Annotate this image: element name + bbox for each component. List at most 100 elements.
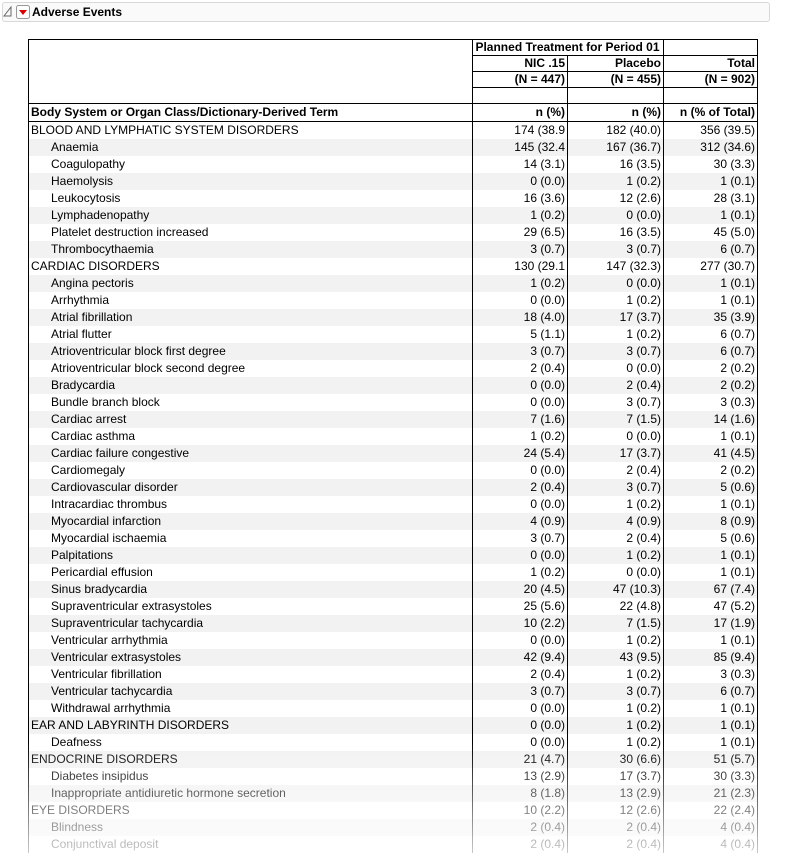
value-cell: 6 (0.7) (720, 684, 755, 698)
category-label: CARDIAC DISORDERS (31, 259, 160, 273)
value-cell: 0 (0.0) (626, 565, 661, 579)
row-shade (28, 683, 757, 700)
value-cell: 13 (2.9) (619, 786, 661, 800)
value-cell: 42 (9.4) (523, 650, 565, 664)
value-cell: 17 (3.7) (619, 446, 661, 460)
value-cell: 4 (0.9) (626, 514, 661, 528)
border (757, 39, 758, 853)
value-cell: 1 (0.1) (720, 293, 755, 307)
term-label: Diabetes insipidus (51, 769, 149, 783)
row-shade (28, 275, 757, 292)
category-label: ENDOCRINE DISORDERS (31, 752, 178, 766)
value-cell: 41 (4.5) (713, 446, 755, 460)
value-cell: 5 (1.1) (530, 327, 565, 341)
term-label: Ventricular arrhythmia (51, 633, 168, 647)
value-cell: 3 (0.7) (626, 480, 661, 494)
report-title: Adverse Events (32, 5, 123, 19)
stat-header: n (%) (631, 105, 661, 119)
column-header: Placebo (614, 56, 661, 70)
term-label: Cardiac failure congestive (51, 446, 190, 460)
term-label: Withdrawal arrhythmia (51, 701, 171, 715)
value-cell: 30 (3.3) (713, 769, 755, 783)
value-cell: 1 (0.1) (720, 735, 755, 749)
value-cell: 47 (10.3) (612, 582, 661, 596)
value-cell: 2 (0.4) (626, 463, 661, 477)
value-cell: 17 (1.9) (713, 616, 755, 630)
value-cell: 130 (29.1 (514, 259, 565, 273)
term-label: Deafness (51, 735, 102, 749)
term-label: Ventricular fibrillation (51, 667, 162, 681)
column-count: (N = 902) (704, 72, 755, 86)
term-label: Ventricular tachycardia (51, 684, 173, 698)
row-shade (28, 411, 757, 428)
value-cell: 6 (0.7) (720, 242, 755, 256)
value-cell: 2 (0.2) (720, 361, 755, 375)
term-label: Ventricular extrasystoles (51, 650, 182, 664)
value-cell: 1 (0.2) (626, 718, 661, 732)
value-cell: 21 (2.3) (713, 786, 755, 800)
term-label: Leukocytosis (51, 191, 121, 205)
disclosure-icon[interactable] (3, 6, 13, 18)
term-label: Myocardial infarction (51, 514, 162, 528)
value-cell: 174 (38.9 (514, 123, 565, 137)
border (472, 55, 757, 56)
red-triangle-menu[interactable] (16, 5, 30, 19)
value-cell: 18 (4.0) (523, 310, 565, 324)
value-cell: 2 (0.4) (626, 378, 661, 392)
term-label: Cardiac asthma (51, 429, 136, 443)
value-cell: 51 (5.7) (713, 752, 755, 766)
value-cell: 21 (4.7) (523, 752, 565, 766)
value-cell: 4 (0.4) (720, 837, 755, 851)
term-label: Palpitations (51, 548, 114, 562)
value-cell: 3 (0.7) (530, 531, 565, 545)
value-cell: 6 (0.7) (720, 327, 755, 341)
row-shade (28, 581, 757, 598)
value-cell: 12 (2.6) (619, 191, 661, 205)
border (28, 103, 758, 104)
value-cell: 16 (3.5) (619, 225, 661, 239)
stat-header: n (% of Total) (679, 105, 755, 119)
value-cell: 0 (0.0) (530, 497, 565, 511)
term-label: Pericardial effusion (51, 565, 153, 579)
category-label: BLOOD AND LYMPHATIC SYSTEM DISORDERS (31, 123, 299, 137)
value-cell: 1 (0.1) (720, 701, 755, 715)
value-cell: 3 (0.7) (626, 242, 661, 256)
value-cell: 1 (0.2) (530, 208, 565, 222)
value-cell: 0 (0.0) (626, 276, 661, 290)
value-cell: 14 (3.1) (523, 157, 565, 171)
value-cell: 147 (32.3) (606, 259, 661, 273)
term-label: Atrioventricular block first degree (51, 344, 226, 358)
term-label: Platelet destruction increased (51, 225, 209, 239)
column-header: NIC .15 (524, 56, 565, 70)
value-cell: 30 (6.6) (619, 752, 661, 766)
term-label: Conjunctival deposit (51, 837, 159, 851)
value-cell: 14 (1.6) (713, 412, 755, 426)
row-shade (28, 615, 757, 632)
term-label: Anaemia (51, 140, 99, 154)
row-shade (28, 717, 757, 734)
value-cell: 1 (0.1) (720, 718, 755, 732)
border (663, 39, 664, 853)
row-shade (28, 343, 757, 360)
column-count: (N = 455) (610, 72, 661, 86)
row-shade (28, 309, 757, 326)
value-cell: 0 (0.0) (530, 378, 565, 392)
row-shade (28, 479, 757, 496)
row-header: Body System or Organ Class/Dictionary-De… (31, 105, 339, 119)
value-cell: 182 (40.0) (606, 123, 661, 137)
value-cell: 1 (0.2) (626, 174, 661, 188)
value-cell: 1 (0.2) (626, 548, 661, 562)
term-label: Cardiomegaly (51, 463, 126, 477)
value-cell: 4 (0.9) (530, 514, 565, 528)
term-label: Sinus bradycardia (51, 582, 148, 596)
value-cell: 2 (0.2) (720, 463, 755, 477)
value-cell: 1 (0.2) (530, 276, 565, 290)
value-cell: 17 (3.7) (619, 310, 661, 324)
value-cell: 0 (0.0) (626, 208, 661, 222)
value-cell: 25 (5.6) (523, 599, 565, 613)
value-cell: 1 (0.2) (530, 565, 565, 579)
value-cell: 22 (4.8) (619, 599, 661, 613)
value-cell: 5 (0.6) (720, 531, 755, 545)
value-cell: 67 (7.4) (713, 582, 755, 596)
value-cell: 0 (0.0) (530, 735, 565, 749)
